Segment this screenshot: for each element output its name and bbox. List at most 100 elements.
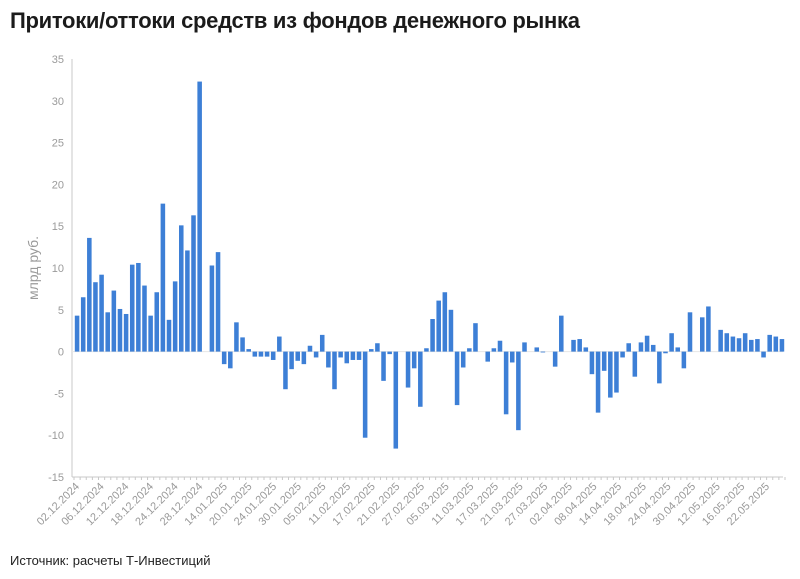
bar [454, 351, 460, 406]
y-tick-label: 10 [52, 263, 64, 275]
bar [240, 337, 245, 352]
bar [362, 351, 368, 438]
bar [681, 351, 687, 369]
bar [718, 329, 723, 352]
bar [430, 319, 435, 352]
bar [626, 343, 631, 352]
bar [620, 351, 625, 358]
bar [675, 347, 681, 352]
bar [209, 265, 215, 352]
bar [730, 336, 736, 352]
bar [509, 351, 515, 363]
bar [669, 333, 674, 352]
bar [742, 333, 748, 352]
bar [301, 351, 307, 365]
bar [270, 351, 276, 360]
bar [522, 342, 527, 352]
bar [264, 351, 270, 357]
bar [736, 338, 742, 352]
bar [601, 351, 607, 371]
bar [577, 339, 582, 352]
bar [448, 309, 454, 352]
bar [381, 351, 386, 381]
bar [436, 300, 441, 352]
y-tick-label: 30 [52, 96, 64, 108]
bar [571, 339, 576, 352]
bar [687, 312, 693, 352]
bar [142, 285, 147, 352]
bar [234, 322, 239, 352]
bar [706, 306, 711, 352]
bar [657, 351, 662, 384]
bar [277, 336, 282, 352]
bar [185, 250, 190, 352]
bar [460, 351, 466, 368]
bar [749, 339, 754, 352]
bar [74, 315, 80, 352]
y-tick-label: 15 [52, 221, 64, 233]
y-tick-label: 0 [58, 347, 64, 359]
bar [160, 203, 166, 352]
bar [405, 351, 411, 388]
bar [332, 351, 337, 390]
bar [99, 274, 104, 352]
bar [313, 351, 319, 358]
bar [246, 349, 251, 352]
bar [699, 317, 705, 352]
bar [154, 292, 160, 352]
bar [228, 351, 233, 369]
bar [356, 351, 362, 360]
bar [442, 292, 448, 352]
bar [632, 351, 638, 377]
bar [418, 351, 423, 407]
bar [111, 290, 117, 352]
bar [252, 351, 258, 357]
bar [307, 345, 313, 352]
bar [663, 351, 668, 354]
chart-title: Притоки/оттоки средств из фондов денежно… [10, 8, 580, 33]
y-tick-label: 35 [52, 54, 64, 66]
y-axis-label: млрд руб. [25, 236, 41, 300]
bar [326, 351, 331, 368]
bar [179, 225, 184, 352]
bar [295, 351, 300, 361]
bar [289, 351, 294, 370]
bar [87, 237, 92, 352]
bar [485, 351, 490, 362]
y-tick-label: 25 [52, 138, 64, 150]
bar [644, 335, 650, 352]
bar [387, 351, 392, 355]
bar [338, 351, 343, 358]
bar [191, 215, 196, 352]
bar [534, 347, 540, 352]
y-tick-label: -15 [48, 472, 64, 484]
bar [424, 348, 429, 352]
bar [614, 351, 619, 393]
bar [473, 323, 478, 352]
bar [650, 344, 656, 352]
bar [767, 334, 772, 352]
bar [497, 340, 503, 352]
bar [319, 334, 325, 352]
bar [393, 351, 399, 449]
y-tick-label: -5 [54, 388, 64, 400]
y-tick-label: 20 [52, 179, 64, 191]
bar [80, 297, 86, 352]
bar [258, 351, 264, 357]
bar [123, 313, 129, 352]
bar [503, 351, 509, 415]
bar [93, 282, 98, 352]
bar [117, 308, 123, 352]
bar [221, 351, 227, 365]
bar [516, 351, 521, 431]
bar [136, 262, 141, 352]
bar [724, 333, 730, 352]
bar [559, 315, 564, 352]
bar [755, 339, 760, 352]
source-note: Источник: расчеты Т-Инвестиций [10, 553, 211, 568]
bar [638, 342, 644, 352]
bar [552, 351, 558, 367]
bar [491, 348, 497, 352]
bar [215, 252, 221, 352]
